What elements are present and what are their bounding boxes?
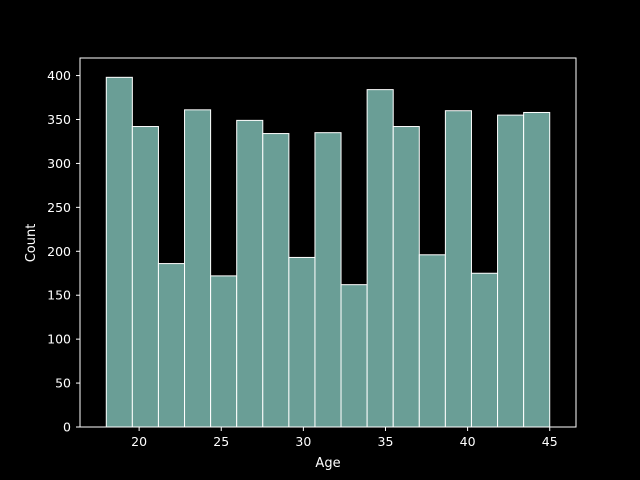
histogram-bar [366, 89, 394, 428]
y-axis-label: Count [24, 224, 39, 263]
histogram-bar [288, 256, 316, 428]
y-tick-label: 100 [47, 332, 71, 347]
y-tick-label: 400 [47, 68, 71, 83]
histogram-bar [418, 254, 446, 428]
y-tick-label: 50 [55, 376, 71, 391]
histogram-bar [262, 133, 290, 428]
histogram-bar [314, 132, 342, 428]
x-tick-label: 45 [542, 434, 558, 449]
histogram-bar [210, 275, 238, 428]
y-tick-label: 0 [63, 420, 71, 435]
histogram-bar [105, 76, 133, 428]
histogram-bar [497, 114, 525, 428]
y-axis-ticks: 0 50 100 150 200 250 300 350 400 [47, 68, 80, 435]
bars-group [105, 76, 551, 428]
x-axis-ticks: 20 25 30 35 40 45 [131, 427, 558, 449]
x-tick-label: 20 [131, 434, 147, 449]
y-tick-label: 350 [47, 112, 71, 127]
y-tick-label: 250 [47, 200, 71, 215]
plot-frame [79, 57, 577, 428]
x-tick-label: 25 [213, 434, 229, 449]
x-axis-label: Age [315, 456, 340, 471]
histogram-bar [131, 126, 159, 428]
x-tick-label: 35 [378, 434, 394, 449]
histogram-bar [157, 263, 186, 428]
y-tick-label: 150 [47, 288, 71, 303]
y-tick-label: 300 [47, 156, 71, 171]
histogram-bar [236, 119, 264, 428]
x-tick-label: 40 [460, 434, 476, 449]
x-tick-label: 30 [295, 434, 311, 449]
histogram-bar [444, 110, 472, 428]
histogram-bar [184, 109, 212, 428]
histogram-bar [523, 111, 551, 428]
histogram-bar [392, 126, 420, 428]
histogram-bar [470, 272, 499, 428]
y-tick-label: 200 [47, 244, 71, 259]
histogram-bar [340, 284, 368, 428]
